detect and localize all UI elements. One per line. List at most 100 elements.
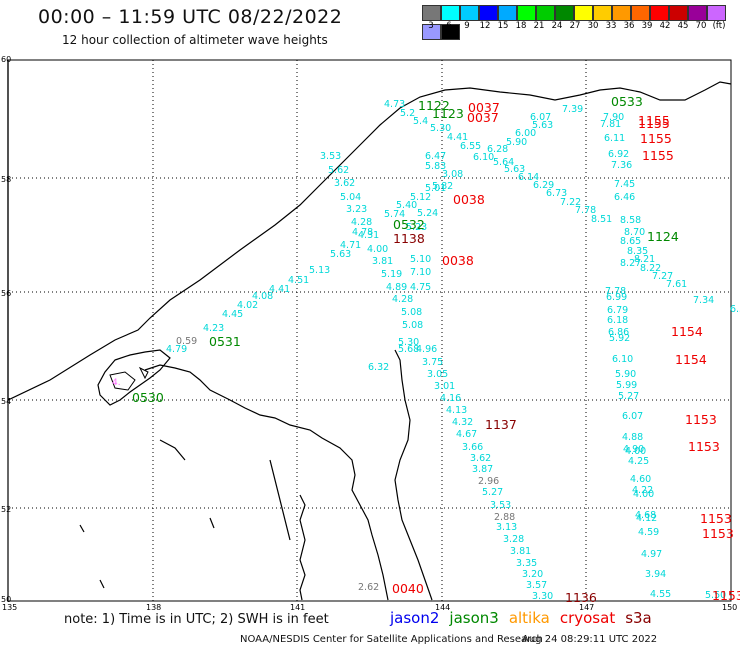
pass-time-label: 0038 [453,192,485,207]
wave-height-value: 5.10 [410,254,431,265]
wave-height-value: 5.01 [425,183,446,194]
wave-height-value: 5.64 [493,157,514,168]
wave-height-value: 6.18 [607,315,628,326]
wave-height-value-low: 2.96 [478,476,499,487]
scale-label: (ft) [712,21,726,31]
wave-height-value: 7.27 [652,271,673,282]
wave-height-value: 6.79 [607,305,628,316]
pass-time-label: 1136 [565,590,597,605]
scale-swatch [536,5,555,21]
wave-height-value: 4.59 [638,527,659,538]
wave-height-value: 3.53 [320,151,341,162]
wave-height-value: 5.27 [482,487,503,498]
scale-label: 33 [605,21,617,31]
wave-height-value: 5.92 [609,333,630,344]
pass-time-label: 1155 [640,131,672,146]
wave-height-value: 5.63 [504,164,525,175]
wave-height-value: 4.02 [237,300,258,311]
scale-label: 6 [446,21,452,31]
wave-height-value: 6.55 [460,141,481,152]
pass-time-label: 1155 [642,148,674,163]
pass-time-label: 0531 [209,334,241,349]
scale-label: 15 [497,21,509,31]
color-scale-labels: 3 6 9 12 15 18 21 24 27 30 33 36 39 42 45 70 (ft) [422,21,728,31]
pass-time-label: 1153 [685,412,717,427]
wave-height-value: 4.22 [632,485,653,496]
lat-label: 50 [1,595,11,604]
scale-swatch [498,5,517,21]
wave-height-value: 4.96 [416,344,437,355]
pass-time-label: 1138 [393,231,425,246]
wave-height-value: 6.10 [612,354,633,365]
pass-time-label: 0037 [467,110,499,125]
scale-swatch [422,24,441,40]
wave-height-value: 3.53 [490,500,511,511]
wave-height-tracks: 4.735.25.45.304.416.556.106.475.833.085.… [166,99,740,602]
pass-time-label: 1124 [647,229,679,244]
wave-height-value: 4.97 [641,549,662,560]
wave-height-value: 4.28 [392,294,413,305]
wave-height-value: 5.04 [340,192,361,203]
legend-item-s3a: s3a [625,609,652,627]
pass-time-label: 0533 [611,94,643,109]
legend-item-cryosat: cryosat [559,609,616,627]
wave-height-value: 5.74 [384,209,405,220]
wave-height-value: 4.32 [452,417,473,428]
wave-height-value: 4.23 [203,323,224,334]
wave-height-value: 5.82 [432,181,453,192]
wave-height-value: 4.13 [446,405,467,416]
wave-height-value: 5.99 [616,380,637,391]
wave-height-value: 5.2 [400,108,415,119]
footnote: note: 1) Time is in UTC; 2) SWH is in fe… [64,612,329,627]
altika-points: 4. [112,378,121,388]
wave-height-value: 3.57 [526,580,547,591]
wave-height-value: 8.51 [591,214,612,225]
lon-label: 144 [435,603,450,612]
wave-height-value: 8.35 [627,246,648,257]
scale-swatch [631,5,650,21]
wave-height-value: 6.73 [546,188,567,199]
wave-height-value: 3.81 [372,256,393,267]
scale-label: 12 [479,21,491,31]
pass-time-label: 1154 [671,324,703,339]
wave-height-value: 3.05 [427,369,448,380]
wave-height-value: 7.90 [603,112,624,123]
wave-height-value: 3.23 [346,204,367,215]
wave-height-value: 8.65 [620,236,641,247]
wave-height-value: 4.45 [222,309,243,320]
wave-height-value: 5.40 [396,200,417,211]
wave-height-value: 7.36 [611,160,632,171]
generated-timestamp: Aug 24 08:29:11 UTC 2022 [522,634,658,645]
svg-text:4.: 4. [112,378,121,388]
wave-height-value: 7.78 [575,205,596,216]
legend-item-altika: altika [508,609,550,627]
scale-label: 36 [623,21,635,31]
wave-height-value: 6.07 [530,112,551,123]
scale-swatch [593,5,612,21]
wave-height-value: 4.31 [358,230,379,241]
lon-label: 138 [146,603,161,612]
lat-label: 56 [1,289,11,298]
lon-label: 141 [290,603,305,612]
wave-height-value: 5.30 [430,123,451,134]
scale-label: 18 [515,21,527,31]
wave-height-value: 6.29 [533,180,554,191]
wave-height-value: 4.16 [440,393,461,404]
wave-height-value: 4.73 [384,99,405,110]
scale-swatch [612,5,631,21]
scale-swatch [422,5,441,21]
wave-height-value: 3.62 [334,178,355,189]
wave-height-value-low: 2.62 [358,582,379,593]
scale-label: 21 [533,21,545,31]
scale-swatch [441,5,460,21]
wave-height-value: 3.87 [472,464,493,475]
wave-height-value: 6.11 [604,133,625,144]
wave-height-value: 4.00 [367,244,388,255]
scale-label: 30 [587,21,599,31]
scale-swatch [555,5,574,21]
wave-height-value: 7.61 [666,279,687,290]
wave-height-value: 3.30 [532,591,553,602]
scale-label: 42 [659,21,671,31]
wave-height-value: 6.07 [622,411,643,422]
